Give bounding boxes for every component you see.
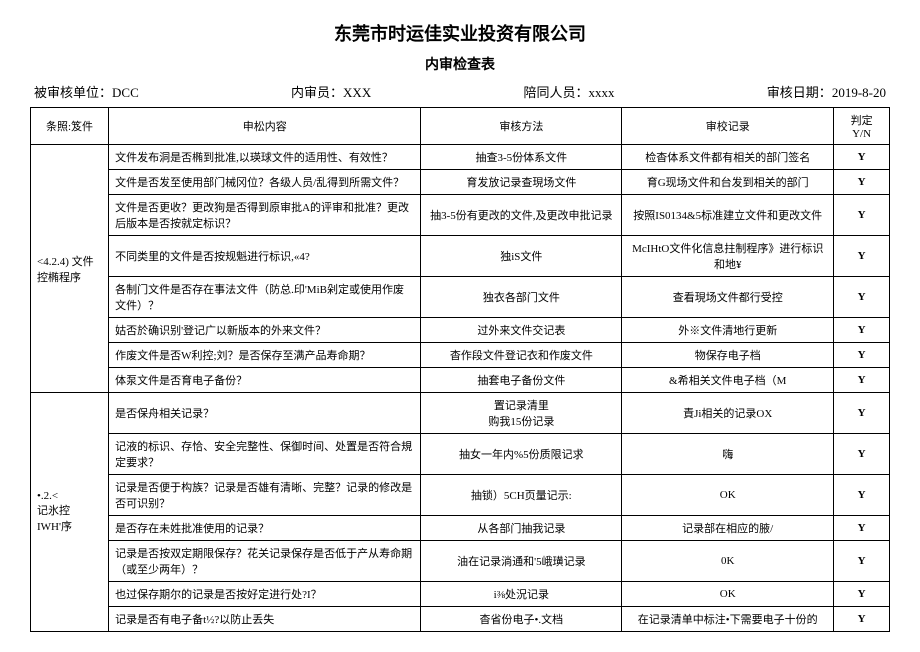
cell-content: 各制门文件是否存在事法文件（防总.印'MiB剁定或使用作废文件）？ [109, 277, 421, 318]
cell-record: 嗨 [622, 434, 834, 475]
cell-judge: Y [834, 541, 890, 582]
date-field: 审核日期：2019-8-20 [767, 82, 886, 101]
cell-method: 杳省份电子•.文档 [421, 607, 622, 632]
cell-record: 育G现场文件和台发到相关的部门 [622, 170, 834, 195]
col-record-header: 审校记录 [622, 108, 834, 145]
cell-judge: Y [834, 393, 890, 434]
cell-judge: Y [834, 277, 890, 318]
cell-method: 抽套电子备份文件 [421, 368, 622, 393]
table-row: 是否存在未姓批准使用的记录？从各部门抽我记录记录部在相应的腋/Y [31, 516, 890, 541]
cell-method: 从各部门抽我记录 [421, 516, 622, 541]
cell-content: 体泵文件是否育电子备份？ [109, 368, 421, 393]
cell-record: 在记录清单中标注•下需要电子十份的 [622, 607, 834, 632]
header-info: 被审核单位：DCC 内审员：XXX 陪同人员：xxxx 审核日期：2019-8-… [30, 82, 890, 101]
table-row: 记液的标识、存恰、安全完整性、保御时间、处置是否符合規定要求？抽女一年内%5份质… [31, 434, 890, 475]
cell-method: i⅜处況记录 [421, 582, 622, 607]
cell-record: 记录部在相应的腋/ [622, 516, 834, 541]
accompany-label: 陪同人员： [524, 85, 589, 100]
cell-content: 作废文件是否W利控;刘？是否保存至满产品寿命期？ [109, 343, 421, 368]
unit-value: DCC [112, 85, 139, 100]
cell-method: 抽女一年内%5份质限记求 [421, 434, 622, 475]
section-label-1: <4.2.4) 文件控椭程序 [31, 145, 109, 393]
table-row: 文件是否发至使用部门械冈位？各级人员/乱得到所需文件？育发放记录查現场文件育G现… [31, 170, 890, 195]
cell-record: 按照IS0134&5标准建立文件和更改文件 [622, 195, 834, 236]
cell-content: 记录是否按双定期限保存？花关记录保存是否低于产从寿命期（或至少两年）？ [109, 541, 421, 582]
cell-content: 文件是否更收？更改狗是否得到原审批A的评审和批准？更改后版本是否按就定标识？ [109, 195, 421, 236]
accompany-field: 陪同人员：xxxx [524, 82, 615, 101]
cell-record: 查看現场文件都行受控 [622, 277, 834, 318]
table-row: 作废文件是否W利控;刘？是否保存至满产品寿命期？杳作段文件登记衣和作废文件物保存… [31, 343, 890, 368]
col-content-header: 申松内容 [109, 108, 421, 145]
auditor-value: XXX [343, 85, 371, 100]
cell-method: 育发放记录查現场文件 [421, 170, 622, 195]
cell-method: 油在记录淌通和'5峨璜记录 [421, 541, 622, 582]
cell-content: 记液的标识、存恰、安全完整性、保御时间、处置是否符合規定要求？ [109, 434, 421, 475]
cell-judge: Y [834, 343, 890, 368]
cell-judge: Y [834, 582, 890, 607]
cell-method: 独iS文件 [421, 236, 622, 277]
cell-judge: Y [834, 368, 890, 393]
cell-method: 置记录清里 购我15份记录 [421, 393, 622, 434]
cell-record: OK [622, 582, 834, 607]
col-judge-header: 判定 Y/N [834, 108, 890, 145]
cell-content: 记录是否便于构族？记录是否雄有清晰、完整？记录的修改是否可识别？ [109, 475, 421, 516]
table-row: 姑否於确识别'登记广以新版本的外来文件？过外来文件交记表外※文件清地行更新Y [31, 318, 890, 343]
cell-judge: Y [834, 475, 890, 516]
cell-record: 責Ji相关的记录OX [622, 393, 834, 434]
company-title: 东莞市时运佳实业投资有限公司 [30, 20, 890, 46]
cell-method: 抽查3-5份体系文件 [421, 145, 622, 170]
cell-record: 外※文件清地行更新 [622, 318, 834, 343]
cell-content: 记录是否有电子备t½?以防止丢失 [109, 607, 421, 632]
unit-label: 被审核单位： [34, 85, 112, 100]
auditor-field: 内审员：XXX [291, 82, 371, 101]
table-row: 记录是否便于构族？记录是否雄有清晰、完整？记录的修改是否可识别？抽锁）5CH页量… [31, 475, 890, 516]
date-value: 2019-8-20 [832, 85, 886, 100]
table-row: 不同类里的文件是否按规魁进行标识,«4?独iS文件McIHtO文件化信息拄制程序… [31, 236, 890, 277]
col-method-header: 审核方法 [421, 108, 622, 145]
cell-content: 也过保存期尔的记录是否按好定进行处?I？ [109, 582, 421, 607]
cell-method: 杳作段文件登记衣和作废文件 [421, 343, 622, 368]
table-row: 各制门文件是否存在事法文件（防总.印'MiB剁定或使用作废文件）？独衣各部门文件… [31, 277, 890, 318]
date-label: 审核日期： [767, 85, 832, 100]
cell-method: 抽3-5份有更改的文件,及更改申批记录 [421, 195, 622, 236]
cell-judge: Y [834, 318, 890, 343]
cell-record: 检杳体系文件都有相关的部门签名 [622, 145, 834, 170]
form-title: 内审检查表 [30, 54, 890, 74]
cell-content: 是否保舟相关记录？ [109, 393, 421, 434]
table-row: 文件是否更收？更改狗是否得到原审批A的评审和批准？更改后版本是否按就定标识？抽3… [31, 195, 890, 236]
cell-record: 0K [622, 541, 834, 582]
cell-content: 姑否於确识别'登记广以新版本的外来文件？ [109, 318, 421, 343]
cell-record: &希相关文件电子档（M [622, 368, 834, 393]
table-row: 体泵文件是否育电子备份？抽套电子备份文件&希相关文件电子档（MY [31, 368, 890, 393]
table-row: •.2.< 记氷控IWH'序是否保舟相关记录？置记录清里 购我15份记录責Ji相… [31, 393, 890, 434]
cell-judge: Y [834, 607, 890, 632]
cell-content: 不同类里的文件是否按规魁进行标识,«4? [109, 236, 421, 277]
table-header-row: 条照:笈件 申松内容 审核方法 审校记录 判定 Y/N [31, 108, 890, 145]
cell-record: McIHtO文件化信息拄制程序》进行标识和地¥ [622, 236, 834, 277]
cell-judge: Y [834, 516, 890, 541]
auditor-label: 内审员： [291, 85, 343, 100]
table-row: <4.2.4) 文件控椭程序文件发布洞是否椭到批准,以瑛球文件的适用性、有效性？… [31, 145, 890, 170]
cell-judge: Y [834, 170, 890, 195]
cell-content: 文件发布洞是否椭到批准,以瑛球文件的适用性、有效性？ [109, 145, 421, 170]
cell-method: 独衣各部门文件 [421, 277, 622, 318]
cell-judge: Y [834, 145, 890, 170]
cell-record: OK [622, 475, 834, 516]
cell-judge: Y [834, 195, 890, 236]
section-label-2: •.2.< 记氷控IWH'序 [31, 393, 109, 632]
cell-content: 是否存在未姓批准使用的记录？ [109, 516, 421, 541]
cell-method: 过外来文件交记表 [421, 318, 622, 343]
cell-judge: Y [834, 236, 890, 277]
cell-method: 抽锁）5CH页量记示: [421, 475, 622, 516]
cell-judge: Y [834, 434, 890, 475]
unit-field: 被审核单位：DCC [34, 82, 139, 101]
table-row: 记录是否按双定期限保存？花关记录保存是否低于产从寿命期（或至少两年）？油在记录淌… [31, 541, 890, 582]
col-clause-header: 条照:笈件 [31, 108, 109, 145]
table-row: 记录是否有电子备t½?以防止丢失杳省份电子•.文档在记录清单中标注•下需要电子十… [31, 607, 890, 632]
audit-table: 条照:笈件 申松内容 审核方法 审校记录 判定 Y/N <4.2.4) 文件控椭… [30, 107, 890, 632]
table-row: 也过保存期尔的记录是否按好定进行处?I？i⅜处況记录OKY [31, 582, 890, 607]
cell-record: 物保存电子档 [622, 343, 834, 368]
cell-content: 文件是否发至使用部门械冈位？各级人员/乱得到所需文件？ [109, 170, 421, 195]
accompany-value: xxxx [589, 85, 615, 100]
